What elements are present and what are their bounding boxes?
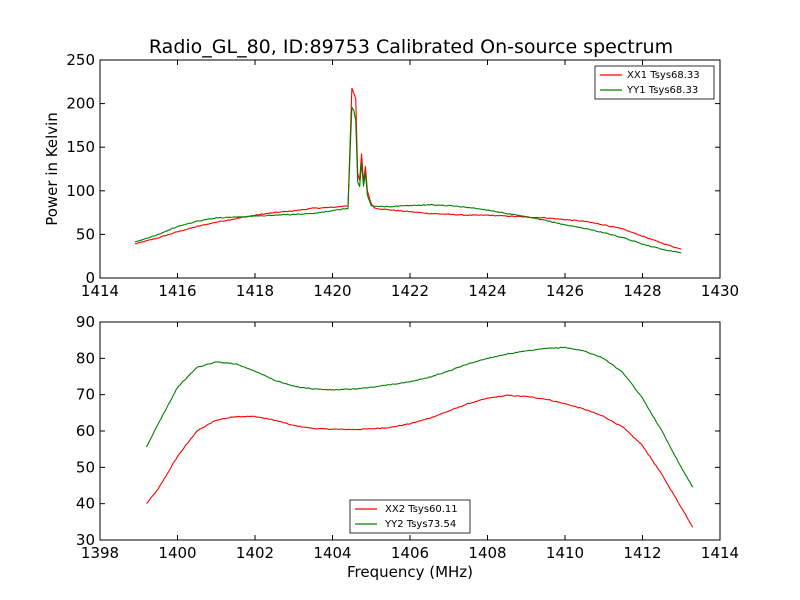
bottom-series-line-1 <box>146 394 694 528</box>
bottom-legend-label-yy2: YY2 Tsys73.54 <box>384 519 456 530</box>
top-y-tick-label: 250 <box>66 51 95 69</box>
top-legend-label-yy1: YY1 Tsys68.33 <box>626 85 698 96</box>
top-ticks-group: 1414 1416 1418 1420 1422 1424 1426 1428 1430 0 50 1… <box>66 51 739 300</box>
bottom-legend: XX2 Tsys60.11 YY2 Tsys73.54 <box>349 499 471 534</box>
bottom-x-tick-label: 1412 <box>623 544 661 562</box>
bottom-y-tick-label: 80 <box>76 349 95 367</box>
top-y-tick-label: 150 <box>66 138 95 156</box>
bottom-series-line-2 <box>146 346 694 488</box>
bottom-x-tick-label: 1410 <box>546 544 584 562</box>
top-series-line-2 <box>134 106 682 254</box>
bottom-y-tick-label: 30 <box>76 531 95 549</box>
top-y-axis-label: Power in Kelvin <box>43 112 61 226</box>
top-x-tick-label: 1414 <box>81 282 119 300</box>
axes-top-panel: 1414 1416 1418 1420 1422 1424 1426 1428 1430 0 50 1… <box>43 51 739 300</box>
top-x-tick-label: 1424 <box>468 282 506 300</box>
figure-title: Radio_GL_80, ID:89753 Calibrated On-sour… <box>149 36 673 58</box>
top-series-group <box>134 87 682 254</box>
top-y-tick-label: 50 <box>76 225 95 243</box>
top-legend: XX1 Tsys68.33 YY1 Tsys68.33 <box>594 65 715 100</box>
top-series-line-1 <box>134 87 682 250</box>
axes-bottom-panel: 1398 1400 1402 1404 1406 1408 1410 1412 1414 30 40… <box>76 313 739 581</box>
bottom-legend-box <box>349 499 471 534</box>
top-y-tick-label: 200 <box>66 95 95 113</box>
bottom-y-tick-label: 60 <box>76 422 95 440</box>
top-x-tick-label: 1422 <box>391 282 429 300</box>
top-x-tick-label: 1428 <box>623 282 661 300</box>
bottom-x-tick-label: 1404 <box>313 544 351 562</box>
bottom-y-tick-label: 50 <box>76 458 95 476</box>
bottom-x-tick-label: 1398 <box>81 544 119 562</box>
top-legend-label-xx1: XX1 Tsys68.33 <box>627 70 700 81</box>
top-x-tick-label: 1430 <box>701 282 739 300</box>
bottom-x-tick-label: 1408 <box>468 544 506 562</box>
top-x-tick-label: 1418 <box>236 282 274 300</box>
top-legend-box <box>594 65 715 100</box>
bottom-y-tick-label: 70 <box>76 386 95 404</box>
top-x-tick-label: 1420 <box>313 282 351 300</box>
bottom-x-tick-label: 1402 <box>236 544 274 562</box>
bottom-series-group <box>146 346 694 528</box>
bottom-x-tick-label: 1400 <box>158 544 196 562</box>
top-x-tick-label: 1416 <box>158 282 196 300</box>
top-y-tick-label: 0 <box>85 269 95 287</box>
bottom-x-tick-label: 1414 <box>701 544 739 562</box>
top-x-tick-label: 1426 <box>546 282 584 300</box>
bottom-x-axis-label: Frequency (MHz) <box>347 563 473 581</box>
bottom-legend-label-xx2: XX2 Tsys60.11 <box>385 504 458 515</box>
bottom-y-tick-label: 40 <box>76 495 95 513</box>
bottom-y-tick-label: 90 <box>76 313 95 331</box>
bottom-ticks-group: 1398 1400 1402 1404 1406 1408 1410 1412 1414 30 40… <box>76 313 739 562</box>
bottom-x-tick-label: 1406 <box>391 544 429 562</box>
top-y-tick-label: 100 <box>66 182 95 200</box>
